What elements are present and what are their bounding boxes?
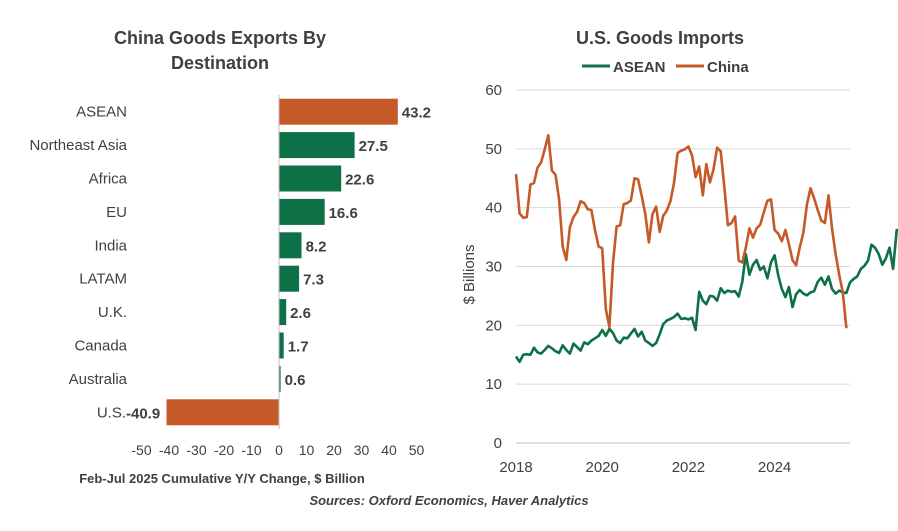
x-tick-label: -40	[159, 442, 179, 458]
y-tick-label: 10	[485, 376, 502, 393]
bar-EU	[279, 198, 325, 225]
china-exports-chart: China Goods Exports By Destination ASEAN…	[0, 0, 450, 500]
category-label: U.S.	[97, 404, 126, 421]
category-label: Africa	[89, 171, 128, 188]
bar-LATAM	[279, 265, 300, 292]
source-note: Sources: Oxford Economics, Haver Analyti…	[309, 493, 589, 508]
x-axis-title: Feb-Jul 2025 Cumulative Y/Y Change, $ Bi…	[79, 471, 365, 486]
category-label: U.K.	[98, 304, 127, 321]
x-tick-label: -30	[186, 442, 206, 458]
bar-Africa	[279, 165, 342, 192]
category-label: Australia	[69, 371, 128, 388]
x-tick-label: 30	[354, 442, 370, 458]
left-chart-title-line-1: China Goods Exports By	[113, 28, 327, 48]
right-chart-title: U.S. Goods Imports	[575, 28, 744, 48]
x-tick-label: 2022	[672, 459, 705, 476]
value-label: 43.2	[402, 105, 431, 122]
y-axis-title: $ Billions	[461, 244, 478, 304]
legend-label: China	[707, 59, 749, 76]
left-chart-title-line-2: Destination	[170, 53, 269, 73]
category-label: India	[94, 237, 127, 254]
category-label: EU	[106, 204, 127, 221]
x-tick-label: 0	[275, 442, 283, 458]
y-tick-label: 30	[485, 259, 502, 276]
category-label: LATAM	[79, 271, 127, 288]
category-label: ASEAN	[76, 104, 127, 121]
y-tick-label: 40	[485, 200, 502, 217]
us-imports-chart: U.S. Goods Imports 0 10 20 30 40 50 60 2018 2020…	[440, 0, 898, 500]
left-chart-title: China Goods Exports By Destination	[30, 26, 410, 76]
bar-ASEAN	[279, 98, 398, 125]
x-tick-label: 2024	[758, 459, 791, 476]
x-tick-label: -20	[214, 442, 234, 458]
value-label: 2.6	[290, 305, 311, 322]
y-tick-label: 60	[485, 82, 502, 99]
bar-India	[279, 232, 302, 259]
bar-U.K.	[279, 299, 287, 326]
y-tick-label: 0	[494, 435, 502, 452]
category-label: Canada	[74, 338, 127, 355]
x-tick-label: 50	[409, 442, 425, 458]
value-label: 16.6	[329, 205, 358, 222]
x-tick-label: -10	[241, 442, 261, 458]
value-label: 7.3	[303, 272, 324, 289]
x-tick-label: 2018	[499, 459, 532, 476]
x-tick-label: 2020	[586, 459, 619, 476]
line-chart-svg: 0 10 20 30 40 50 60 2018 2020 2022 2024 $ Billions A…	[461, 59, 898, 476]
x-tick-label: 10	[299, 442, 315, 458]
legend-label: ASEAN	[613, 59, 666, 76]
bar-U.S.	[166, 399, 279, 426]
bar-chart-svg: ASEAN 43.2 Northeast Asia 27.5 Africa 22.6 EU 1…	[29, 95, 431, 486]
y-tick-label: 50	[485, 141, 502, 158]
value-label: 0.6	[285, 372, 306, 389]
value-label: 27.5	[359, 138, 388, 155]
value-label: -40.9	[126, 405, 160, 422]
bar-Canada	[279, 332, 284, 359]
x-tick-label: 40	[381, 442, 397, 458]
bar-Australia	[279, 365, 281, 392]
x-tick-label: -50	[131, 442, 151, 458]
x-tick-label: 20	[326, 442, 342, 458]
y-tick-label: 20	[485, 317, 502, 334]
category-label: Northeast Asia	[29, 137, 127, 154]
value-label: 1.7	[288, 339, 309, 356]
series-line-china	[514, 134, 848, 329]
value-label: 8.2	[306, 238, 327, 255]
value-label: 22.6	[345, 172, 374, 189]
bar-Northeast Asia	[279, 132, 355, 159]
